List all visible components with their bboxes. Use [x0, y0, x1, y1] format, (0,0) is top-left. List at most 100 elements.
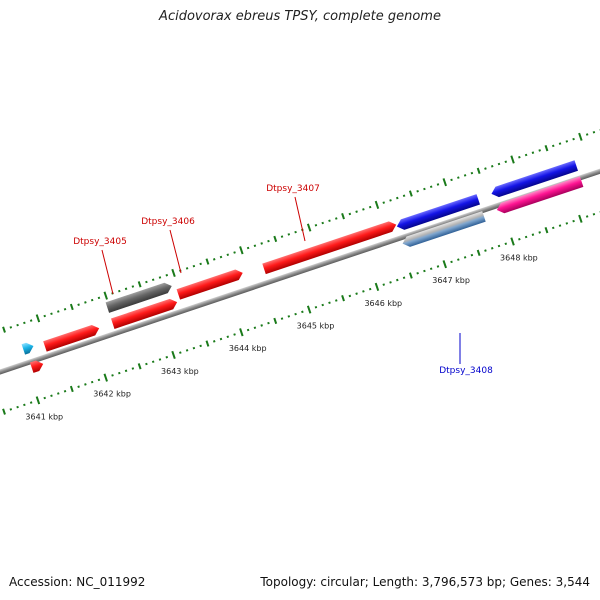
- gene-leader-line: [169, 229, 182, 274]
- minor-tick: [402, 194, 406, 198]
- scale-tick-label: 3644 kbp: [229, 344, 267, 353]
- minor-tick: [551, 144, 555, 148]
- minor-tick: [280, 235, 284, 238]
- minor-tick: [497, 162, 501, 166]
- gene-arrow: [262, 221, 397, 275]
- major-tick: [103, 291, 108, 300]
- gene-arrow: [491, 160, 578, 198]
- minor-tick: [219, 255, 223, 259]
- minor-tick: [504, 242, 508, 246]
- minor-tick: [294, 312, 297, 316]
- minor-tick: [267, 321, 270, 325]
- gene-label-dtpsy-3406[interactable]: Dtpsy_3406: [141, 217, 195, 227]
- minor-tick: [97, 378, 101, 382]
- minor-tick: [226, 335, 230, 339]
- minor-tick: [450, 260, 453, 264]
- minor-tick: [301, 310, 304, 314]
- minor-tick: [158, 276, 162, 279]
- minor-tick: [111, 374, 114, 377]
- gene-blue-2[interactable]: [490, 160, 578, 199]
- minor-tick: [90, 298, 94, 302]
- minor-tick: [524, 235, 528, 239]
- minor-tick: [504, 160, 508, 164]
- scale-tick-ring: 3641 kbp 3642 kbp 3643 kbp 3644 kbp 3645 kbp…: [2, 210, 600, 421]
- minor-tick: [2, 326, 6, 333]
- minor-tick: [2, 408, 6, 415]
- outer-tick-ring: [2, 128, 600, 333]
- gene-dtpsy-3407[interactable]: [262, 219, 398, 275]
- genome-backbone: [0, 160, 600, 381]
- minor-tick: [253, 326, 257, 329]
- minor-tick: [118, 371, 121, 375]
- minor-tick: [518, 237, 521, 241]
- gene-left-red-1[interactable]: [43, 323, 101, 352]
- minor-tick: [490, 247, 494, 250]
- scale-tick-label: 3641 kbp: [25, 412, 63, 421]
- minor-tick: [145, 280, 148, 284]
- map-title: Acidovorax ebreus TPSY, complete genome: [159, 9, 441, 24]
- gene-dtpsy-3408[interactable]: [401, 211, 486, 249]
- minor-tick: [50, 312, 53, 316]
- labels-layer: Dtpsy_3405 Dtpsy_3406 Dtpsy_3407 Dtpsy_3408: [73, 184, 493, 376]
- gene-left-red-2[interactable]: [29, 359, 45, 373]
- minor-tick: [524, 153, 528, 157]
- minor-tick: [63, 307, 67, 311]
- accession-text: Accession: NC_011992: [9, 575, 146, 589]
- minor-tick: [287, 233, 291, 236]
- gene-arrow: [110, 298, 178, 329]
- major-tick: [442, 178, 447, 187]
- major-tick: [374, 282, 380, 291]
- minor-tick: [212, 258, 216, 261]
- gene-dtpsy-3406[interactable]: [176, 268, 245, 300]
- major-tick: [374, 200, 380, 209]
- gene-left-cyan[interactable]: [21, 341, 36, 355]
- gene-leader-line: [294, 196, 306, 242]
- major-tick: [171, 268, 176, 278]
- scale-tick-label: 3647 kbp: [432, 276, 470, 285]
- gene-label-dtpsy-3408[interactable]: Dtpsy_3408: [439, 366, 493, 376]
- minor-tick: [484, 167, 487, 170]
- minor-tick: [321, 221, 324, 225]
- minor-tick: [402, 276, 406, 280]
- minor-tick: [416, 189, 419, 193]
- minor-tick: [192, 346, 196, 350]
- minor-tick: [23, 403, 26, 407]
- minor-tick: [558, 224, 562, 227]
- minor-tick: [233, 251, 236, 254]
- minor-tick: [362, 208, 365, 211]
- minor-tick: [118, 289, 121, 293]
- minor-tick: [470, 171, 474, 175]
- minor-tick: [199, 344, 202, 348]
- minor-tick: [69, 385, 74, 393]
- minor-tick: [151, 360, 155, 364]
- minor-tick: [592, 213, 596, 216]
- minor-tick: [531, 233, 535, 236]
- minor-tick: [151, 278, 155, 282]
- minor-tick: [389, 199, 392, 202]
- minor-tick: [246, 246, 250, 250]
- minor-tick: [9, 408, 13, 411]
- gene-label-dtpsy-3407[interactable]: Dtpsy_3407: [266, 184, 320, 194]
- minor-tick: [16, 405, 19, 409]
- minor-tick: [551, 226, 555, 230]
- minor-tick: [341, 213, 345, 220]
- minor-tick: [558, 142, 562, 145]
- scale-tick-label: 3642 kbp: [93, 390, 131, 399]
- minor-tick: [124, 369, 128, 373]
- minor-tick: [226, 253, 230, 257]
- minor-tick: [145, 362, 148, 366]
- minor-tick: [260, 324, 263, 327]
- minor-tick: [77, 303, 80, 306]
- minor-tick: [476, 249, 481, 257]
- minor-tick: [97, 296, 101, 300]
- gene-dtpsy-3405[interactable]: [105, 281, 174, 313]
- gene-red-a[interactable]: [110, 297, 179, 329]
- gene-pink[interactable]: [495, 176, 584, 215]
- minor-tick: [321, 303, 324, 307]
- minor-tick: [246, 328, 250, 332]
- gene-blue-1[interactable]: [395, 194, 480, 232]
- minor-tick: [16, 323, 19, 327]
- major-tick: [35, 396, 41, 405]
- gene-label-dtpsy-3405[interactable]: Dtpsy_3405: [73, 237, 127, 247]
- minor-tick: [199, 262, 202, 266]
